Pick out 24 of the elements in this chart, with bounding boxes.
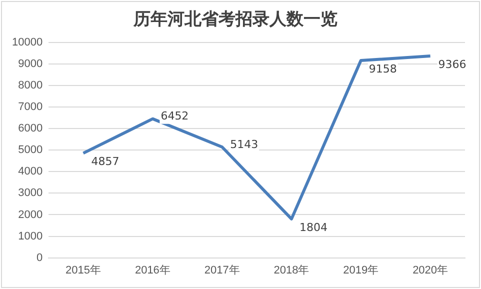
y-tick-label: 0 bbox=[36, 252, 43, 264]
y-tick-label: 8000 bbox=[18, 80, 43, 92]
y-tick-label: 5000 bbox=[18, 144, 43, 156]
data-label: 6452 bbox=[160, 110, 189, 123]
data-label: 1804 bbox=[299, 220, 328, 234]
x-tick-label: 2018年 bbox=[274, 264, 310, 276]
y-tick-label: 10000 bbox=[12, 36, 43, 48]
y-tick-label: 3000 bbox=[18, 187, 43, 200]
data-label: 5143 bbox=[230, 138, 258, 151]
x-tick-label: 2019年 bbox=[343, 264, 379, 276]
data-label: 4857 bbox=[91, 155, 120, 168]
x-tick-label: 2016年 bbox=[134, 264, 170, 276]
y-tick-label: 2000 bbox=[18, 208, 43, 221]
data-label: 9366 bbox=[438, 58, 466, 71]
x-tick-label: 2017年 bbox=[204, 264, 240, 276]
x-tick-label: 2020年 bbox=[412, 264, 448, 276]
y-tick-label: 7000 bbox=[18, 101, 43, 114]
y-tick-label: 4000 bbox=[18, 166, 43, 178]
y-tick-label: 1000 bbox=[18, 230, 43, 242]
data-label: 9158 bbox=[368, 62, 397, 76]
y-tick-label: 9000 bbox=[18, 58, 43, 70]
y-tick-label: 6000 bbox=[18, 122, 43, 135]
x-tick-label: 2015年 bbox=[66, 264, 102, 276]
chart-title: 历年河北省考招录人数一览 bbox=[132, 10, 338, 30]
